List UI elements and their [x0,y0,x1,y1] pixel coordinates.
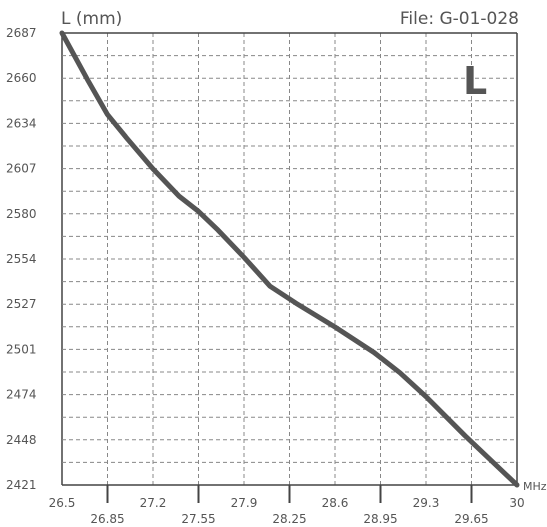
x-tick-label-lower: 29.65 [454,512,488,526]
corner-mark: L [463,59,487,103]
x-tick-label-lower: 26.85 [90,512,124,526]
y-tick-label: 2527 [6,297,37,311]
y-tick-label: 2501 [6,342,37,356]
x-tick-label-lower: 27.55 [181,512,215,526]
y-tick-label: 2687 [6,26,37,40]
x-tick-label-upper: 27.2 [140,496,167,510]
series-layer [59,30,520,488]
series-line [59,30,520,488]
x-tick-label-upper: 26.5 [49,496,76,510]
y-tick-label: 2607 [6,162,37,176]
y-tick-label: 2421 [6,478,37,492]
y-tick-label: 2660 [6,71,37,85]
file-label: File: G-01-028 [400,9,519,29]
x-tick-marks [106,485,473,503]
x-tick-label-upper: 29.3 [413,496,440,510]
y-tick-label: 2474 [6,388,37,402]
x-tick-labels: 26.5 27.2 27.9 28.6 29.3 30 26.85 27.55 28.25 28.… [49,496,525,526]
x-tick-label-upper: 28.6 [322,496,349,510]
x-tick-label-lower: 28.95 [363,512,397,526]
y-axis-label: L (mm) [61,9,122,29]
x-tick-label-upper: 30 [509,496,524,510]
y-tick-label: 2448 [6,433,37,447]
x-tick-label-lower: 28.25 [272,512,306,526]
y-tick-label: 2554 [6,252,37,266]
y-tick-label: 2580 [6,207,37,221]
y-tick-label: 2634 [6,116,37,130]
x-tick-label-upper: 27.9 [231,496,258,510]
y-tick-labels: 2687 2660 2634 2607 2580 2554 2527 2501 2474 2448… [6,26,37,492]
x-unit-label: MHz [523,480,547,493]
